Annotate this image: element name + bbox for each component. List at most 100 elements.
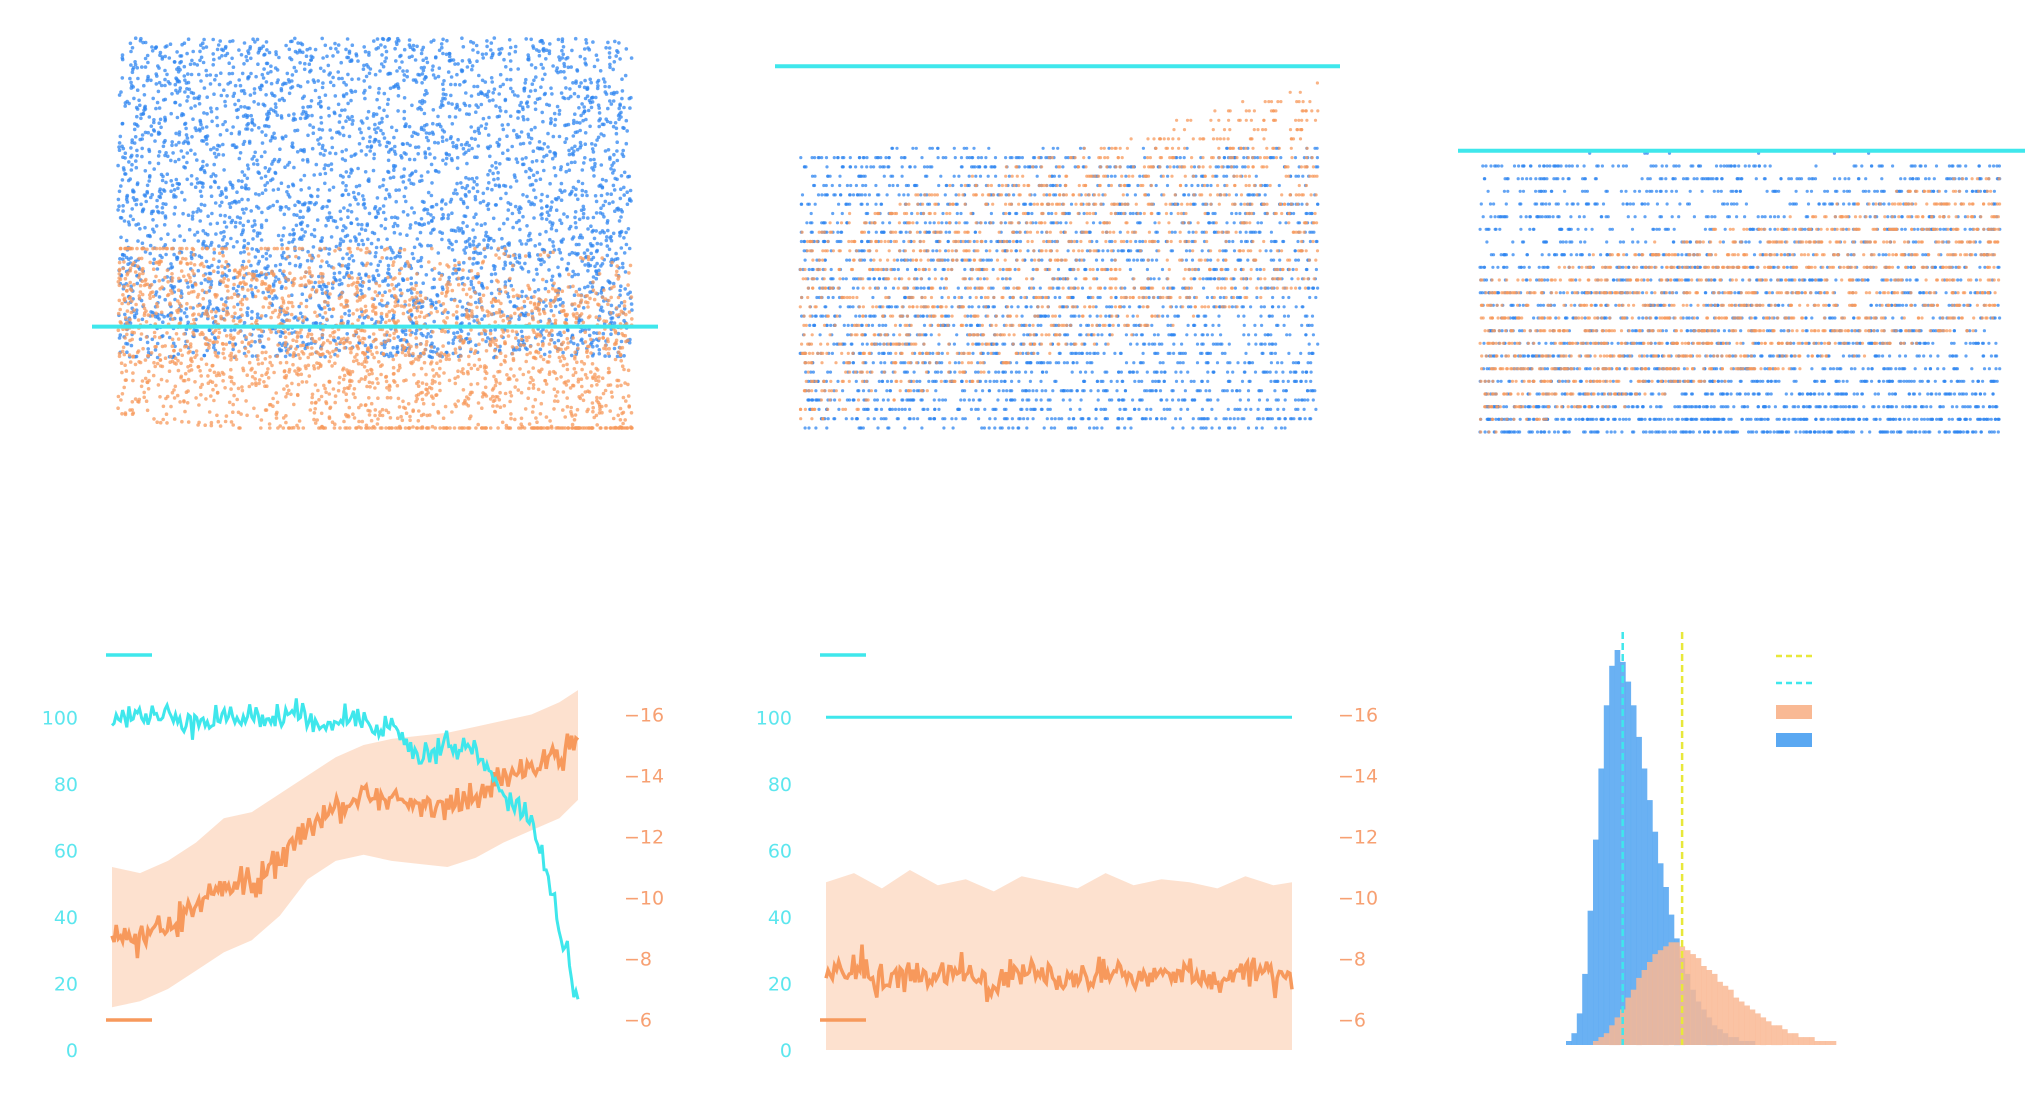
scatter-point [569,353,574,358]
scatter-point [275,400,280,405]
scatter-point [242,273,247,278]
scatter-point [543,72,547,77]
scatter-point [291,183,296,188]
scatter-point [250,128,254,132]
scatter-point [287,207,291,211]
scatter-point [229,295,234,300]
scatter-point [216,43,221,47]
scatter-point [362,315,367,320]
scatter-point [153,345,157,349]
scatter-point [136,76,140,81]
scatter-point [197,102,202,106]
scatter-point [510,351,515,356]
scatter-point [136,124,140,128]
scatter-point [142,390,146,395]
scatter-point [361,136,365,141]
scatter-point [162,314,166,319]
scatter-point [424,135,429,140]
scatter-point [582,109,587,113]
scatter-point [198,49,202,54]
scatter-point [349,88,353,93]
scatter-point [117,298,122,303]
scatter-point [416,305,421,309]
scatter-point [222,235,226,239]
scatter-point [440,128,445,132]
scatter-point [165,72,169,77]
scatter-point [573,160,577,164]
scatter-point [159,237,163,241]
scatter-point [346,262,351,267]
scatter-point [238,151,243,155]
scatter-point [365,145,370,149]
scatter-point [367,126,371,131]
scatter-point [290,381,294,386]
scatter-point [160,178,165,183]
scatter-point [465,205,470,210]
scatter-point [586,315,591,320]
scatter-point [317,284,322,289]
scatter-point [469,39,473,44]
scatter-point [540,77,545,82]
scatter-point [310,352,315,356]
scatter-point [117,336,122,340]
scatter-point [382,136,387,140]
scatter-point [191,350,195,355]
scatter-point [207,328,212,333]
scatter-point [132,282,136,287]
scatter-point [394,188,398,192]
scatter-point [168,42,173,46]
scatter-point [345,266,350,271]
scatter-point [246,166,251,171]
scatter-point [228,205,233,209]
scatter-point [608,157,612,161]
scatter-point [562,64,567,69]
scatter-point [293,203,297,208]
scatter-point [254,285,258,290]
scatter-point [434,306,438,311]
scatter-point [171,317,175,322]
scatter-point [547,354,552,359]
scatter-point [413,169,418,174]
scatter-point [599,206,603,210]
scatter-point [521,193,525,197]
scatter-point [286,163,290,167]
scatter-point [408,143,412,148]
scatter-point [158,195,163,200]
scatter-point [210,119,214,124]
scatter-point [527,175,532,180]
scatter-point [596,84,600,88]
scatter-point [417,222,421,226]
scatter-point [484,230,489,235]
scatter-point [609,316,613,321]
scatter-point [580,181,585,186]
scatter-point [215,221,220,226]
scatter-point [541,390,545,394]
scatter-point [327,247,332,251]
scatter-point [263,384,267,389]
scatter-point [205,95,209,99]
scatter-point [247,384,252,389]
scatter-point [565,396,569,400]
scatter-point [625,129,629,133]
scatter-point [170,272,174,276]
scatter-point [250,354,255,358]
scatter-point [448,241,453,245]
scatter-point [432,319,437,324]
scatter-point [455,192,459,196]
scatter-point [509,86,513,91]
scatter-point [557,134,562,139]
scatter-point [467,302,471,306]
scatter-point [626,227,631,231]
scatter-point [516,116,520,120]
scatter-point [283,354,288,359]
scatter-point [597,184,601,188]
scatter-point [572,341,576,346]
scatter-point [603,84,607,89]
scatter-point [457,267,462,271]
scatter-point [453,115,458,119]
scatter-point [211,172,216,176]
scatter-point [540,39,544,43]
scatter-point [437,48,442,53]
scatter-point [260,84,264,88]
scatter-point [233,220,238,225]
